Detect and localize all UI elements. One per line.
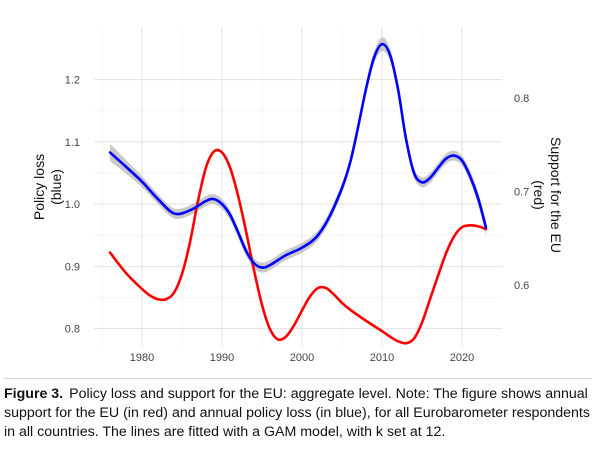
figure-caption-text: Policy loss and support for the EU: aggr… xyxy=(4,386,590,441)
x-tick-label: 2020 xyxy=(450,352,474,364)
left-y-tick-label: 1.0 xyxy=(65,199,80,211)
left-axis-title: Policy loss(blue) xyxy=(31,154,64,220)
left-y-tick-label: 0.8 xyxy=(65,324,80,336)
right-y-tick-label: 0.8 xyxy=(514,93,529,105)
right-axis-title: Support for the EU(red) xyxy=(531,137,564,253)
left-y-tick-label: 1.2 xyxy=(65,75,80,87)
right-y-tick-label: 0.7 xyxy=(514,187,529,199)
x-tick-label: 2000 xyxy=(290,352,314,364)
x-tick-label: 1980 xyxy=(130,352,154,364)
grid-lines xyxy=(94,28,502,346)
policy-loss-line xyxy=(108,42,488,269)
line-chart: 1980 1990 2000 2010 2020 0.8 0.9 1.0 1.1 1.2 0.6 0.… xyxy=(31,28,564,364)
x-tick-label: 1990 xyxy=(210,352,234,364)
right-y-tick-label: 0.6 xyxy=(514,280,529,292)
figure-caption-label: Figure 3. xyxy=(4,386,64,402)
right-axis-title-line: (red) xyxy=(531,180,547,210)
left-y-tick-label: 1.1 xyxy=(65,137,80,149)
x-tick-label: 2010 xyxy=(370,352,394,364)
policy-loss-confidence-band xyxy=(110,37,486,273)
left-y-tick-label: 0.9 xyxy=(65,261,80,273)
figure-caption: Figure 3. Policy loss and support for the… xyxy=(4,378,592,443)
left-axis-title-line: (blue) xyxy=(48,169,64,205)
support-eu-line xyxy=(108,148,488,345)
right-axis-title-line: Support for the EU xyxy=(548,137,564,253)
left-axis-title-line: Policy loss xyxy=(31,154,47,220)
